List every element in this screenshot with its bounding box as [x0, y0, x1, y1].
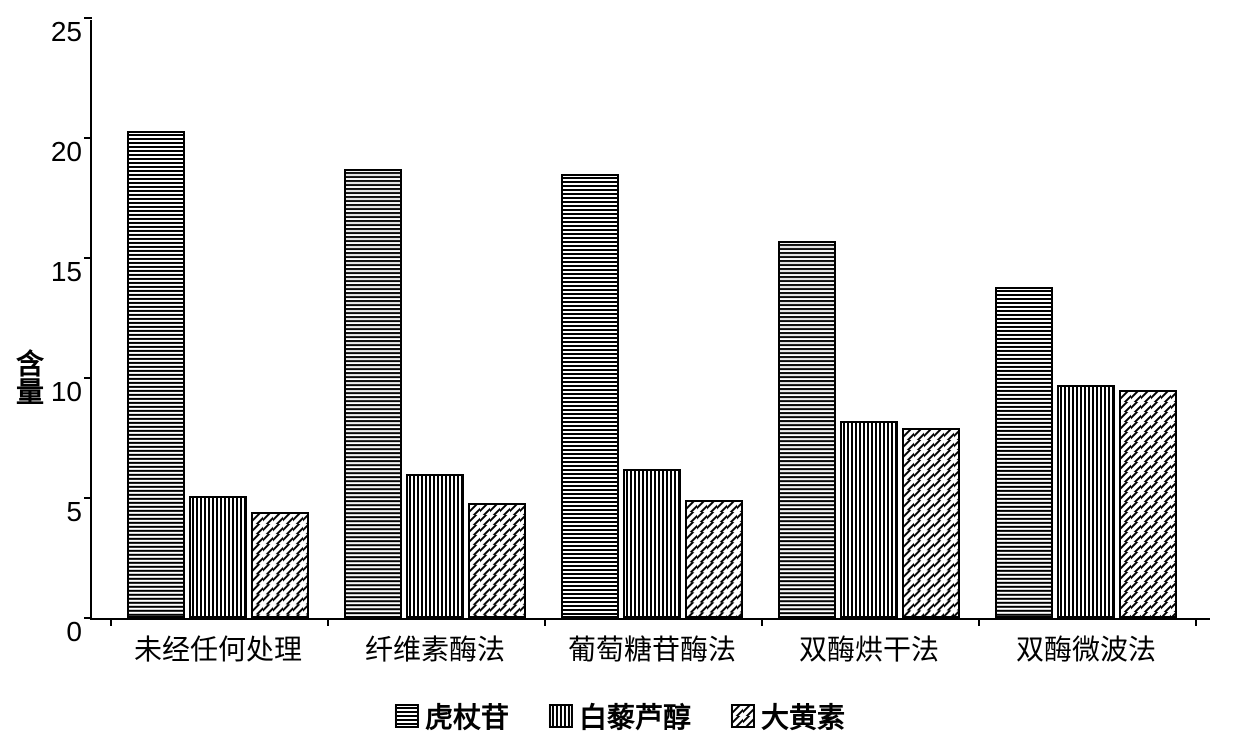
legend-label: 虎杖苷	[425, 696, 509, 736]
bar	[623, 469, 681, 618]
bar-group	[344, 169, 526, 618]
y-tick-label: 15	[51, 256, 92, 288]
y-tick-label: 20	[51, 136, 92, 168]
bar	[778, 241, 836, 618]
x-category-label: 纤维素酶法	[344, 618, 526, 668]
legend-item: 白藜芦醇	[549, 696, 691, 736]
x-tick-mark	[761, 618, 763, 626]
bar	[127, 131, 185, 618]
bar	[344, 169, 402, 618]
bar	[189, 496, 247, 618]
legend-swatch	[549, 704, 573, 728]
x-category-label: 未经任何处理	[127, 618, 309, 668]
x-category-label: 葡萄糖苷酶法	[561, 618, 743, 668]
y-tick-mark	[84, 17, 92, 19]
x-category-label: 双酶微波法	[995, 618, 1177, 668]
bar	[468, 503, 526, 618]
bar	[1119, 390, 1177, 618]
y-tick-mark	[84, 257, 92, 259]
bar-group	[778, 241, 960, 618]
bar	[1057, 385, 1115, 618]
bar	[251, 512, 309, 618]
bar	[995, 287, 1053, 618]
bar-group	[995, 287, 1177, 618]
y-tick-label: 0	[66, 616, 92, 648]
legend-item: 大黄素	[731, 696, 845, 736]
x-tick-mark	[1195, 618, 1197, 626]
bar	[685, 500, 743, 618]
y-tick-mark	[84, 137, 92, 139]
y-tick-mark	[84, 377, 92, 379]
bar	[406, 474, 464, 618]
bar-group	[561, 174, 743, 618]
y-axis-label: 含量	[8, 349, 48, 405]
plot-area: 0510152025未经任何处理纤维素酶法葡萄糖苷酶法双酶烘干法双酶微波法	[90, 20, 1210, 620]
chart-container: 含量 0510152025未经任何处理纤维素酶法葡萄糖苷酶法双酶烘干法双酶微波法…	[0, 0, 1240, 754]
bar	[902, 428, 960, 618]
y-tick-mark	[84, 617, 92, 619]
bar	[561, 174, 619, 618]
legend-swatch	[395, 704, 419, 728]
legend-swatch	[731, 704, 755, 728]
x-category-label: 双酶烘干法	[778, 618, 960, 668]
x-tick-mark	[327, 618, 329, 626]
y-tick-label: 25	[51, 16, 92, 48]
y-tick-label: 10	[51, 376, 92, 408]
legend-label: 白藜芦醇	[579, 696, 691, 736]
legend: 虎杖苷 白藜芦醇 大黄素	[395, 696, 845, 736]
x-tick-mark	[978, 618, 980, 626]
bar-group	[127, 131, 309, 618]
y-tick-label: 5	[66, 496, 92, 528]
legend-label: 大黄素	[761, 696, 845, 736]
x-tick-mark	[110, 618, 112, 626]
bar	[840, 421, 898, 618]
x-tick-mark	[544, 618, 546, 626]
legend-item: 虎杖苷	[395, 696, 509, 736]
y-tick-mark	[84, 497, 92, 499]
